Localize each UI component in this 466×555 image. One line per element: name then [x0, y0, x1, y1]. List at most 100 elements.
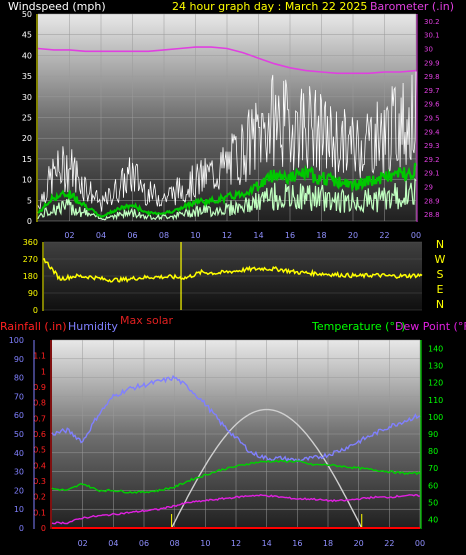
temperature-y-tick: 70	[428, 464, 438, 473]
wind-y-tick: 20	[22, 134, 32, 143]
compass-label: N	[436, 238, 444, 251]
temperature-axis-title: Temperature (°F)	[311, 320, 406, 333]
temperature-y-ticks: 40 50 60 70 80 90 100 110 120 130 140	[428, 345, 443, 525]
barometer-y-tick: 29.8	[424, 73, 440, 81]
temp-x-tick: 20	[354, 539, 364, 548]
wind-average-line	[37, 162, 417, 219]
wind-y-tick: 0	[27, 217, 32, 226]
temperature-line	[51, 459, 421, 494]
barometer-y-tick: 29.9	[424, 59, 440, 67]
wind-x-tick: 04	[96, 231, 106, 240]
temperature-y-tick: 40	[428, 515, 438, 524]
direction-y-ticks: 0 90 180 270 360	[23, 238, 38, 315]
dewpoint-axis-title: Dew Point (°F)	[395, 320, 466, 333]
humidity-axis-title: Humidity	[68, 320, 118, 333]
rainfall-y-tick: 0.8	[33, 399, 46, 408]
barometer-line	[37, 46, 417, 75]
wind-y-tick: 25	[22, 114, 32, 123]
temperature-y-tick: 80	[428, 447, 438, 456]
direction-y-tick: 360	[23, 238, 38, 247]
direction-y-tick: 0	[33, 306, 38, 315]
rainfall-y-tick: 0.2	[33, 493, 46, 502]
direction-series	[43, 242, 423, 310]
temp-x-tick: 22	[384, 539, 394, 548]
temp-x-tick: 14	[262, 539, 272, 548]
temp-grid	[52, 339, 421, 529]
temp-x-tick: 12	[231, 539, 241, 548]
compass-label: W	[435, 253, 446, 266]
temperature-y-tick: 90	[428, 430, 438, 439]
humidity-y-tick: 0	[19, 524, 24, 533]
temp-x-tick: 16	[292, 539, 302, 548]
rainfall-y-tick: 0.3	[33, 477, 46, 486]
compass-label: E	[437, 283, 444, 296]
rainfall-y-ticks: 0 0.1 0.2 0.3 0.4 0.5 0.6 0.7 0.8 0.9 1 1.1	[33, 352, 46, 533]
humidity-y-tick: 30	[14, 468, 24, 477]
temp-x-tick: 02	[78, 539, 88, 548]
temperature-y-tick: 50	[428, 498, 438, 507]
humidity-y-tick: 90	[14, 355, 24, 364]
wind-x-tick: 18	[316, 231, 326, 240]
humidity-y-tick: 10	[14, 505, 24, 514]
wind-x-ticks: 02 04 06 08 10 12 14 16 18 20 22 00	[64, 231, 421, 240]
wind-x-tick: 00	[411, 231, 421, 240]
wind-x-tick: 02	[64, 231, 74, 240]
rainfall-y-tick: 0.4	[33, 461, 46, 470]
rainfall-y-tick: 0	[41, 524, 46, 533]
wind-x-tick: 20	[348, 231, 358, 240]
barometer-y-tick: 29.2	[424, 156, 440, 164]
barometer-y-tick: 29	[424, 184, 433, 192]
temp-x-tick: 08	[170, 539, 180, 548]
temperature-y-tick: 110	[428, 396, 443, 405]
temperature-y-tick: 60	[428, 481, 438, 490]
temp-series	[51, 374, 421, 529]
barometer-y-tick: 29.4	[424, 128, 440, 136]
rainfall-y-tick: 0.7	[33, 414, 46, 423]
wind-x-tick: 10	[190, 231, 200, 240]
wind-light-line	[37, 177, 417, 221]
wind-y-ticks: 0 5 10 15 20 25 30 35 40 45 50	[22, 10, 32, 226]
wind-y-tick: 30	[22, 93, 32, 102]
temperature-y-tick: 100	[428, 413, 443, 422]
direction-y-tick: 270	[23, 255, 38, 264]
barometer-y-tick: 28.9	[424, 197, 440, 205]
humidity-y-tick: 20	[14, 486, 24, 495]
wind-x-tick: 08	[159, 231, 169, 240]
barometer-y-tick: 28.8	[424, 211, 440, 219]
barometer-y-tick: 29.7	[424, 87, 440, 95]
rainfall-y-tick: 0.6	[33, 430, 46, 439]
barometer-y-tick: 29.3	[424, 142, 440, 150]
wind-x-tick: 22	[379, 231, 389, 240]
barometer-y-tick: 29.1	[424, 170, 440, 178]
rainfall-y-tick: 1.1	[33, 352, 46, 361]
compass-label: S	[437, 268, 444, 281]
temperature-y-tick: 130	[428, 362, 443, 371]
wind-y-tick: 45	[22, 31, 32, 40]
wind-direction-line	[43, 257, 423, 284]
humidity-y-ticks: 0 10 20 30 40 50 60 70 80 90 100	[9, 336, 24, 533]
temp-x-tick: 10	[200, 539, 210, 548]
wind-gust-line	[37, 71, 417, 212]
rainfall-y-tick: 0.9	[33, 383, 46, 392]
wind-x-tick: 14	[253, 231, 263, 240]
wind-y-tick: 50	[22, 10, 32, 19]
humidity-y-tick: 70	[14, 392, 24, 401]
barometer-y-tick: 30	[424, 46, 433, 54]
compass-label: N	[436, 298, 444, 311]
temp-x-ticks: 02 04 06 08 10 12 14 16 18 20 22 00	[78, 539, 426, 548]
direction-y-tick: 90	[28, 289, 38, 298]
barometer-y-tick: 30.1	[424, 32, 440, 40]
humidity-y-tick: 100	[9, 336, 24, 345]
barometer-y-ticks: 28.8 28.9 29 29.1 29.2 29.3 29.4 29.5 29.6 29.7 29…	[424, 18, 440, 219]
wind-axis-title: Windspeed (mph)	[8, 0, 106, 13]
solar-radiation-curve	[170, 408, 363, 529]
humidity-line	[51, 374, 421, 464]
dewpoint-line	[51, 493, 421, 525]
wind-series	[37, 46, 417, 221]
temperature-y-tick: 140	[428, 345, 443, 354]
temp-x-tick: 06	[139, 539, 149, 548]
temp-x-tick: 18	[323, 539, 333, 548]
humidity-y-tick: 50	[14, 430, 24, 439]
